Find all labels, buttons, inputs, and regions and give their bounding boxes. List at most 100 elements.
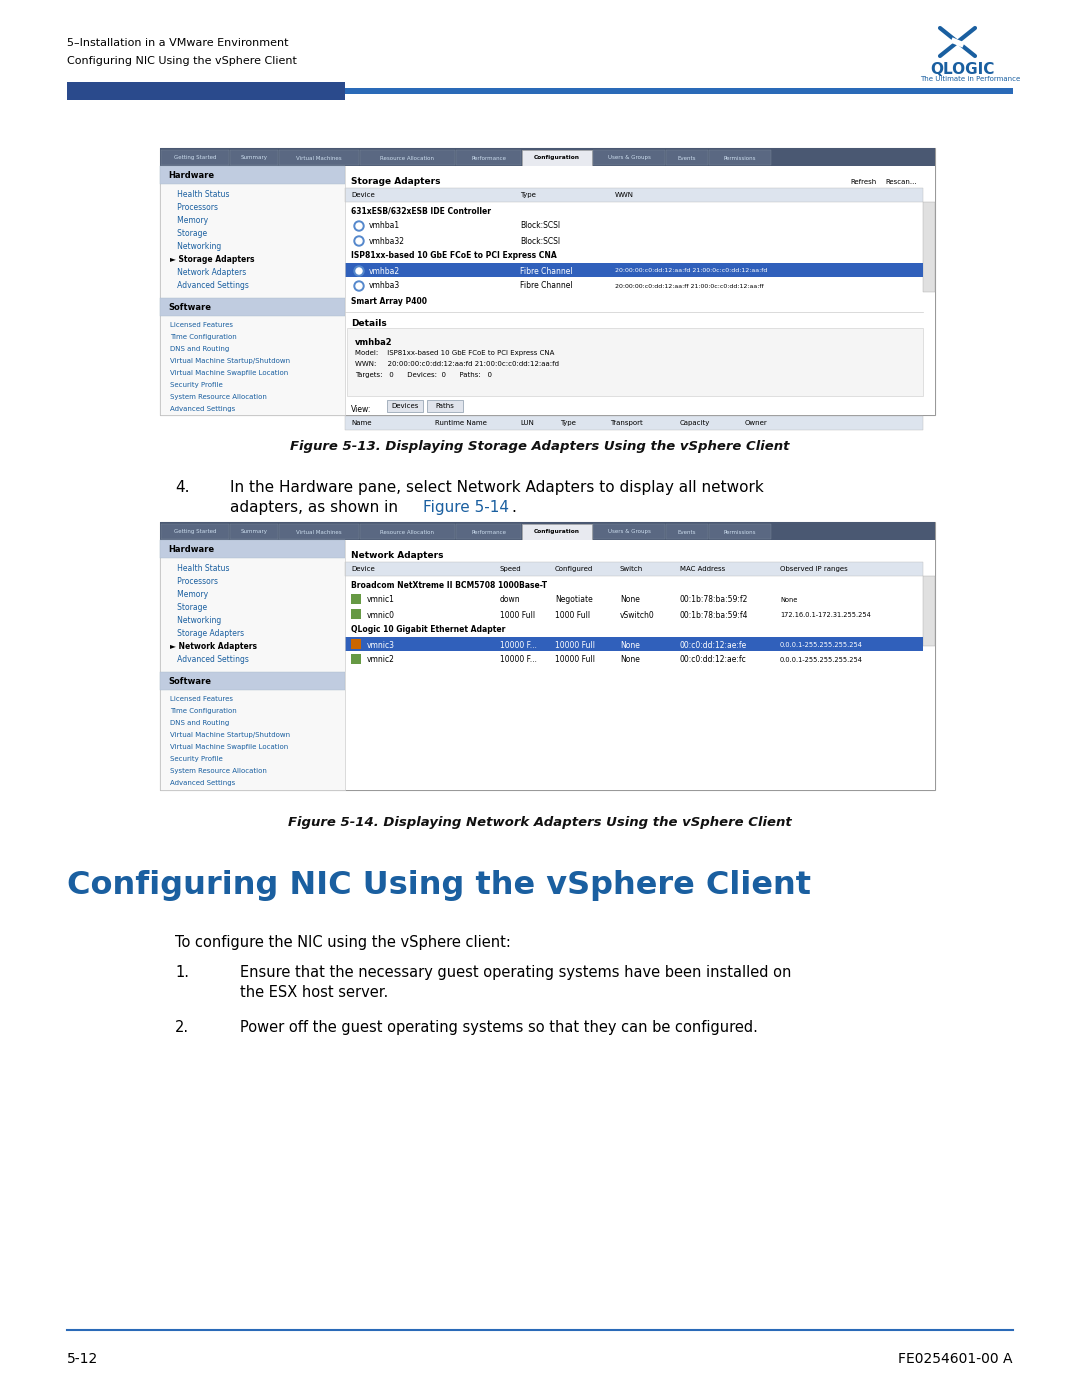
Bar <box>345 166 935 415</box>
Text: Events: Events <box>678 155 697 161</box>
Text: Virtual Machines: Virtual Machines <box>296 155 341 161</box>
Text: WWN:     20:00:00:c0:dd:12:aa:fd 21:00:0c:c0:dd:12:aa:fd: WWN: 20:00:00:c0:dd:12:aa:fd 21:00:0c:c0… <box>355 360 559 367</box>
Text: Users & Groups: Users & Groups <box>608 155 650 161</box>
Bar <box>160 148 935 415</box>
Text: Network Adapters: Network Adapters <box>170 268 246 277</box>
Text: Resource Allocation: Resource Allocation <box>380 529 434 535</box>
Text: Summary: Summary <box>241 529 268 535</box>
Text: QLogic 10 Gigabit Ethernet Adapter: QLogic 10 Gigabit Ethernet Adapter <box>351 626 505 634</box>
Circle shape <box>356 237 362 244</box>
Bar <box>160 541 345 557</box>
Text: 10000 F...: 10000 F... <box>500 640 537 650</box>
Bar <box>923 576 935 645</box>
Circle shape <box>354 265 364 277</box>
Circle shape <box>356 284 362 289</box>
Text: Type: Type <box>519 191 536 198</box>
Bar <box>708 149 771 165</box>
Bar <box>230 149 278 165</box>
Text: None: None <box>780 597 797 604</box>
Text: 1.: 1. <box>175 965 189 981</box>
Text: Figure 5-14. Displaying Network Adapters Using the vSphere Client: Figure 5-14. Displaying Network Adapters… <box>288 816 792 828</box>
Text: Virtual Machines: Virtual Machines <box>296 529 341 535</box>
Text: To configure the NIC using the vSphere client:: To configure the NIC using the vSphere c… <box>175 935 511 950</box>
Text: Observed IP ranges: Observed IP ranges <box>780 566 848 571</box>
Text: .: . <box>511 500 516 515</box>
Bar <box>161 149 229 165</box>
Text: Performance: Performance <box>471 155 507 161</box>
Text: System Resource Allocation: System Resource Allocation <box>170 768 267 774</box>
Text: Configuring NIC Using the vSphere Client: Configuring NIC Using the vSphere Client <box>67 56 297 66</box>
Bar <box>67 82 345 101</box>
Text: Rescan...: Rescan... <box>885 179 917 184</box>
Text: LUN: LUN <box>519 420 534 426</box>
Text: 2.: 2. <box>175 1020 189 1035</box>
Text: 4.: 4. <box>175 481 189 495</box>
Text: WWN: WWN <box>615 191 634 198</box>
Text: Networking: Networking <box>170 616 221 624</box>
Circle shape <box>356 268 362 274</box>
Text: Software: Software <box>168 303 211 313</box>
Text: 10000 Full: 10000 Full <box>555 655 595 665</box>
Text: 10000 Full: 10000 Full <box>555 640 595 650</box>
Text: Advanced Settings: Advanced Settings <box>170 407 235 412</box>
Text: Time Configuration: Time Configuration <box>170 334 237 339</box>
Text: vmnic3: vmnic3 <box>367 640 395 650</box>
Text: Virtual Machine Swapfile Location: Virtual Machine Swapfile Location <box>170 370 288 376</box>
Bar <box>230 524 278 539</box>
Bar <box>387 400 423 412</box>
Text: None: None <box>620 655 639 665</box>
Text: 5-12: 5-12 <box>67 1352 98 1366</box>
Text: ISP81xx-based 10 GbE FCoE to PCI Express CNA: ISP81xx-based 10 GbE FCoE to PCI Express… <box>351 251 557 260</box>
Text: 00:1b:78:ba:59:f2: 00:1b:78:ba:59:f2 <box>680 595 748 605</box>
Text: Refresh: Refresh <box>850 179 876 184</box>
Text: 1000 Full: 1000 Full <box>500 610 535 619</box>
Bar <box>593 524 665 539</box>
Text: DNS and Routing: DNS and Routing <box>170 719 229 726</box>
Text: 20:00:00:c0:dd:12:aa:ff 21:00:0c:c0:dd:12:aa:ff: 20:00:00:c0:dd:12:aa:ff 21:00:0c:c0:dd:1… <box>615 284 764 289</box>
Text: Processors: Processors <box>170 577 218 585</box>
Text: Advanced Settings: Advanced Settings <box>170 281 248 291</box>
Bar <box>345 637 923 651</box>
Text: Ensure that the necessary guest operating systems have been installed on: Ensure that the necessary guest operatin… <box>240 965 792 981</box>
Text: Time Configuration: Time Configuration <box>170 708 237 714</box>
Bar <box>351 654 361 664</box>
Text: Memory: Memory <box>170 217 208 225</box>
Text: Transport: Transport <box>610 420 643 426</box>
Bar <box>160 166 345 415</box>
Text: Type: Type <box>561 420 576 426</box>
Text: Getting Started: Getting Started <box>174 155 216 161</box>
Text: Software: Software <box>168 678 211 686</box>
Text: Fibre Channel: Fibre Channel <box>519 267 572 275</box>
Text: adapters, as shown in: adapters, as shown in <box>230 500 403 515</box>
Text: Model:    ISP81xx-based 10 GbE FCoE to PCI Express CNA: Model: ISP81xx-based 10 GbE FCoE to PCI … <box>355 351 554 356</box>
Text: Paths: Paths <box>435 402 455 409</box>
Bar <box>522 149 592 166</box>
Bar <box>160 522 935 789</box>
Text: Figure 5-14: Figure 5-14 <box>423 500 509 515</box>
Bar <box>345 88 1013 94</box>
Text: Hardware: Hardware <box>168 545 214 555</box>
Text: Device: Device <box>351 191 375 198</box>
Text: 0.0.0.1-255.255.255.254: 0.0.0.1-255.255.255.254 <box>780 643 863 648</box>
Text: Devices: Devices <box>391 402 419 409</box>
Text: Switch: Switch <box>620 566 644 571</box>
Text: Smart Array P400: Smart Array P400 <box>351 296 427 306</box>
Bar <box>345 263 923 277</box>
Bar <box>279 524 359 539</box>
Text: Configured: Configured <box>555 566 593 571</box>
Text: Hardware: Hardware <box>168 172 214 180</box>
Text: Permissions: Permissions <box>724 155 756 161</box>
Text: Storage Adapters: Storage Adapters <box>170 629 244 638</box>
Text: Power off the guest operating systems so that they can be configured.: Power off the guest operating systems so… <box>240 1020 758 1035</box>
Text: View:: View: <box>351 405 372 415</box>
Text: Fibre Channel: Fibre Channel <box>519 282 572 291</box>
Text: Performance: Performance <box>471 529 507 535</box>
Circle shape <box>356 224 362 229</box>
Bar <box>360 524 455 539</box>
Text: Users & Groups: Users & Groups <box>608 529 650 535</box>
Text: the ESX host server.: the ESX host server. <box>240 985 388 1000</box>
Text: vmhba2: vmhba2 <box>355 338 393 346</box>
Text: Virtual Machine Startup/Shutdown: Virtual Machine Startup/Shutdown <box>170 358 291 365</box>
Text: down: down <box>500 595 521 605</box>
Text: None: None <box>620 595 639 605</box>
